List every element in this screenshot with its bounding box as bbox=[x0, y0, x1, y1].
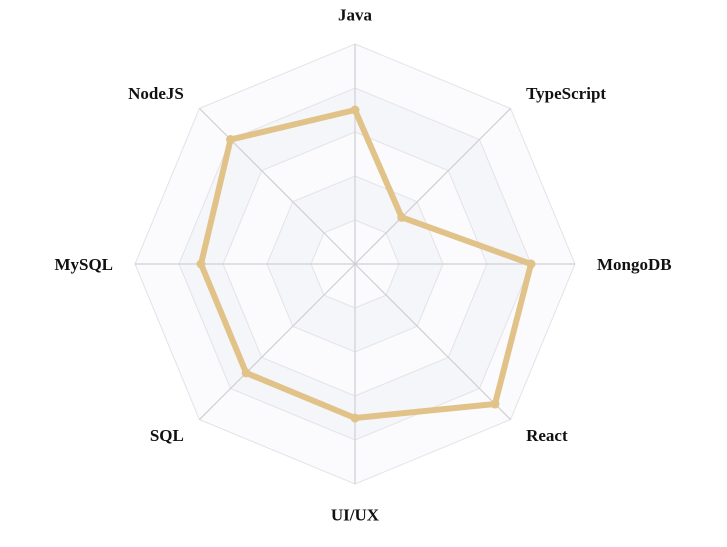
data-point-typescript bbox=[397, 212, 407, 222]
axis-label-mysql: MySQL bbox=[54, 255, 113, 274]
radar-spoke-react bbox=[354, 263, 511, 420]
axis-label-sql: SQL bbox=[150, 426, 184, 445]
radar-spokes bbox=[135, 44, 575, 484]
data-point-ui-ux bbox=[350, 413, 360, 423]
axis-label-typescript: TypeScript bbox=[526, 84, 606, 103]
radar-spoke-sql bbox=[199, 263, 356, 420]
data-point-mongodb bbox=[526, 259, 536, 269]
axis-label-react: React bbox=[526, 426, 568, 445]
radar-axis-labels: Java TypeScript MongoDB React UI/UX SQL MySQL N… bbox=[54, 5, 671, 524]
axis-label-mongodb: MongoDB bbox=[597, 255, 672, 274]
data-point-react bbox=[490, 399, 500, 409]
axis-label-nodejs: NodeJS bbox=[128, 84, 184, 103]
axis-label-java: Java bbox=[338, 5, 373, 24]
data-point-sql bbox=[241, 368, 251, 378]
radar-series bbox=[196, 105, 536, 423]
radar-spoke-typescript bbox=[354, 108, 511, 265]
axis-label-ui-ux: UI/UX bbox=[331, 505, 380, 524]
data-point-mysql bbox=[196, 259, 206, 269]
data-point-nodejs bbox=[226, 135, 236, 145]
data-point-java bbox=[350, 105, 360, 115]
radar-spoke-nodejs bbox=[199, 108, 356, 265]
